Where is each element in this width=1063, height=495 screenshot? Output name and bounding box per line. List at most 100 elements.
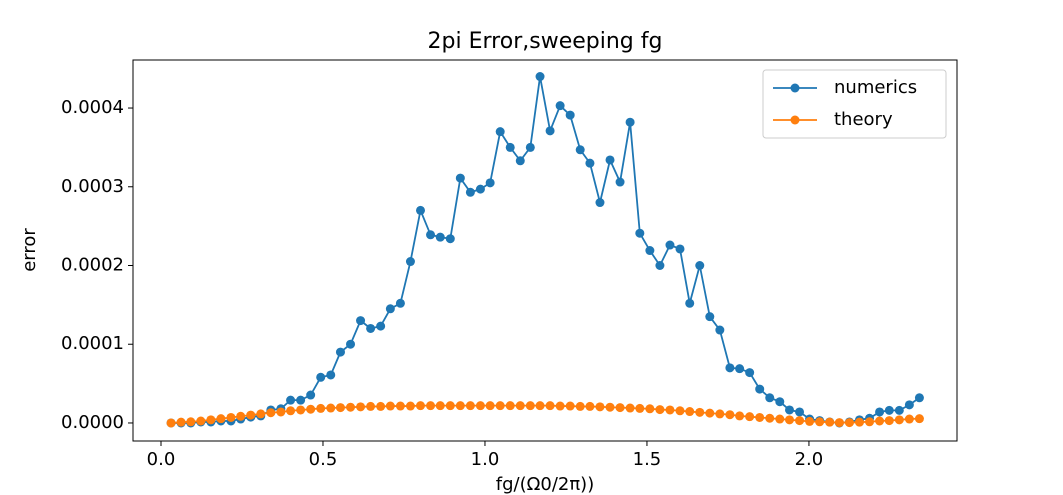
data-point: [545, 126, 555, 136]
data-point: [755, 412, 765, 422]
data-point: [605, 402, 615, 412]
data-point: [176, 417, 186, 427]
data-point: [904, 414, 914, 424]
data-point: [266, 408, 276, 418]
data-point: [735, 364, 745, 374]
data-point: [785, 415, 795, 425]
data-point: [435, 232, 445, 242]
data-point: [455, 401, 465, 411]
data-point: [426, 230, 436, 240]
data-point: [405, 401, 415, 411]
data-point: [485, 178, 495, 188]
data-point: [346, 402, 356, 412]
data-point: [765, 393, 775, 403]
data-point: [655, 405, 665, 415]
data-point: [854, 417, 864, 427]
data-point: [555, 401, 565, 411]
data-point: [395, 401, 405, 411]
data-point: [795, 407, 805, 417]
data-point: [306, 390, 316, 400]
data-point: [166, 418, 176, 428]
data-point: [585, 158, 595, 168]
data-point: [376, 321, 386, 331]
data-point: [914, 393, 924, 403]
data-point: [705, 408, 715, 418]
data-point: [775, 397, 785, 407]
data-point: [316, 403, 326, 413]
data-point: [465, 187, 475, 197]
data-point: [296, 395, 306, 405]
chart-title: 2pi Error,sweeping fg: [428, 29, 663, 54]
data-point: [276, 407, 286, 417]
data-point: [196, 416, 206, 426]
data-point: [675, 406, 685, 416]
data-point: [525, 142, 535, 152]
data-point: [296, 405, 306, 415]
data-point: [485, 401, 495, 411]
data-point: [395, 298, 405, 308]
data-point: [286, 395, 296, 405]
data-point: [286, 406, 296, 416]
data-point: [715, 409, 725, 419]
data-point: [366, 401, 376, 411]
y-tick-label: 0.0004: [61, 97, 124, 118]
data-point: [884, 416, 894, 426]
data-point: [755, 384, 765, 394]
y-tick-label: 0.0002: [61, 254, 124, 275]
data-point: [505, 142, 515, 152]
data-point: [605, 155, 615, 165]
x-tick-label: 0.0: [147, 449, 176, 470]
series-line: [171, 76, 920, 424]
data-point: [745, 412, 755, 422]
data-point: [815, 417, 825, 427]
data-point: [894, 405, 904, 415]
data-point: [695, 260, 705, 270]
data-point: [884, 405, 894, 415]
x-tick-label: 1.0: [471, 449, 500, 470]
data-point: [745, 368, 755, 378]
data-point: [625, 117, 635, 127]
data-point: [834, 418, 844, 428]
data-point: [335, 347, 345, 357]
data-point: [865, 417, 875, 427]
data-point: [645, 404, 655, 414]
data-point: [914, 414, 924, 424]
data-point: [525, 401, 535, 411]
data-point: [565, 110, 575, 120]
data-point: [685, 298, 695, 308]
x-tick-label: 1.5: [633, 449, 662, 470]
data-point: [545, 401, 555, 411]
data-point: [875, 416, 885, 426]
data-point: [475, 184, 485, 194]
data-point: [625, 403, 635, 413]
data-point: [635, 403, 645, 413]
data-point: [495, 401, 505, 411]
data-point: [894, 415, 904, 425]
data-point: [765, 413, 775, 423]
data-point: [316, 372, 326, 382]
y-tick-label: 0.0003: [61, 176, 124, 197]
data-point: [475, 401, 485, 411]
data-point: [216, 414, 226, 424]
data-point: [665, 405, 675, 415]
data-point: [326, 370, 336, 380]
data-point: [465, 401, 475, 411]
x-tick-label: 0.5: [309, 449, 338, 470]
data-point: [615, 403, 625, 413]
data-point: [346, 339, 356, 349]
legend-label: numerics: [834, 77, 917, 98]
data-point: [685, 407, 695, 417]
data-point: [775, 414, 785, 424]
data-point: [595, 402, 605, 412]
plot-frame: [132, 59, 958, 442]
data-point: [844, 418, 854, 428]
data-point: [335, 403, 345, 413]
data-point: [615, 177, 625, 187]
data-point: [665, 240, 675, 250]
data-point: [904, 400, 914, 410]
data-point: [585, 401, 595, 411]
data-point: [515, 401, 525, 411]
data-point: [495, 127, 505, 137]
data-point: [226, 412, 236, 422]
data-point: [426, 401, 436, 411]
